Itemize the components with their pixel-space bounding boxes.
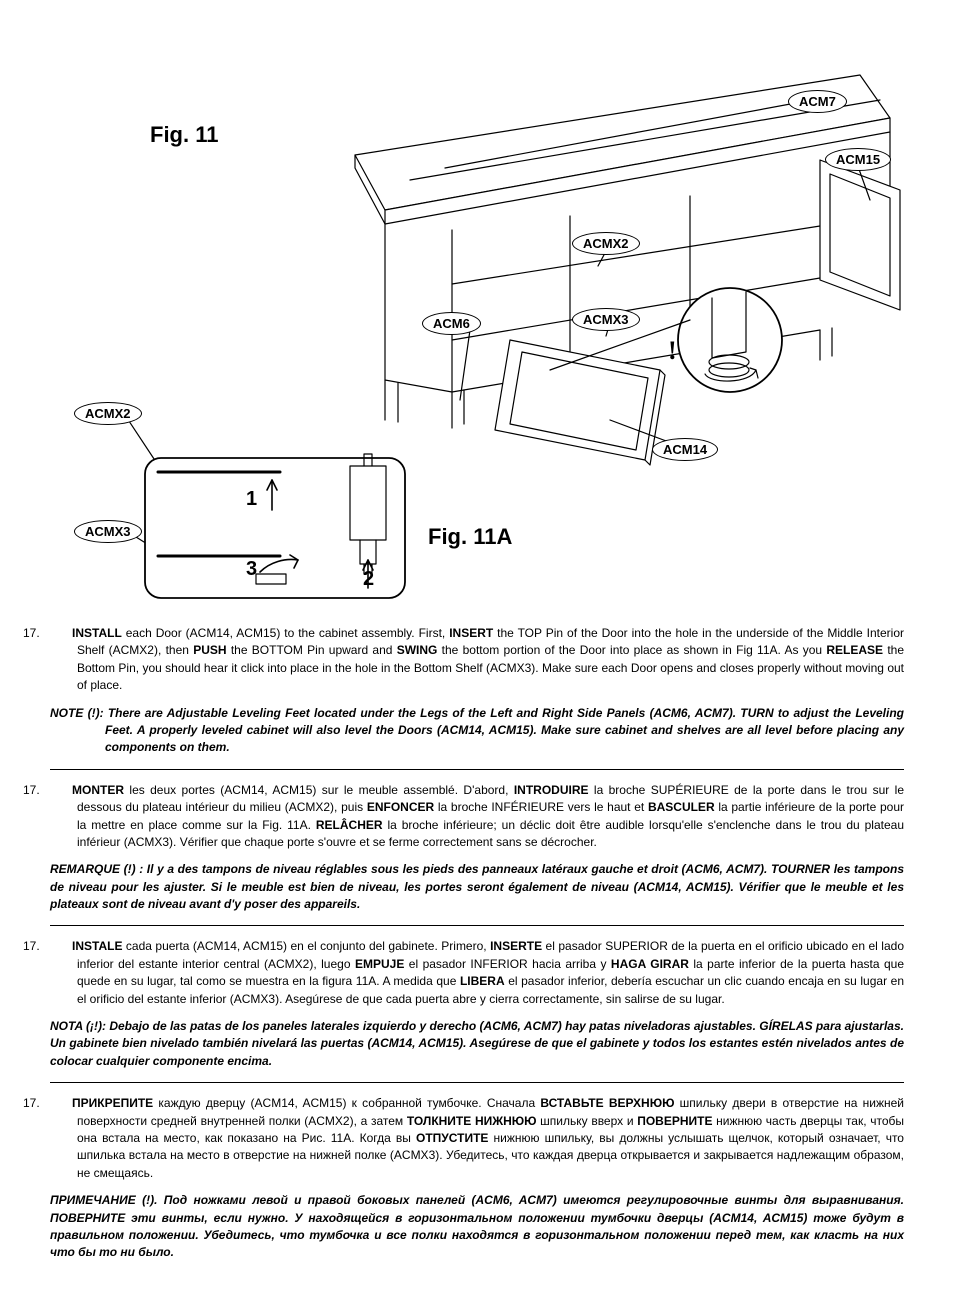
ru-bold-4: ПОВЕРНИТЕ [637,1114,712,1128]
ru-bold-2: ВСТАВЬТЕ ВЕРХНЮЮ [540,1096,674,1110]
step-number-ru: 17. [50,1095,72,1112]
en-t4: the bottom portion of the Door into plac… [437,643,826,657]
callout-acmx2a: ACMX2 [572,232,640,255]
instruction-es: 17.INSTALE cada puerta (ACM14, ACM15) en… [50,938,904,1008]
instruction-ru: 17.ПРИКРЕПИТЕ каждую дверцу (ACM14, ACM1… [50,1095,904,1182]
fr-t3: la broche INFÉRIEURE vers le haut et [434,800,648,814]
note-ru: ПРИМЕЧАНИЕ (!). Под ножками левой и прав… [50,1192,904,1262]
fr-bold-1: MONTER [72,783,124,797]
divider-3 [50,1082,904,1083]
en-bold-swing: SWING [397,643,438,657]
step-number-en: 17. [50,625,72,642]
page: Fig. 11 Fig. 11A ACM7 ACM15 ACMX2 ACMX3 … [0,0,954,1312]
note-es: NOTA (¡!): Debajo de las patas de los pa… [50,1018,904,1070]
note-fr-text: REMARQUE (!) : Il y a des tampons de niv… [50,861,904,913]
figure-title-sub: Fig. 11A [428,524,512,550]
es-bold-5: LIBERA [460,974,505,988]
divider-2 [50,925,904,926]
callout-acm14: ACM14 [652,438,718,461]
es-bold-1: INSTALE [72,939,122,953]
instruction-en: 17.INSTALL each Door (ACM14, ACM15) to t… [50,625,904,695]
en-t3: the BOTTOM Pin upward and [227,643,397,657]
step-3: 3 [246,558,257,581]
ru-t1: каждую дверцу (ACM14, ACM15) к собранной… [153,1096,540,1110]
divider-1 [50,769,904,770]
es-bold-3: EMPUJE [355,957,404,971]
en-bold-push: PUSH [193,643,226,657]
callout-acm7: ACM7 [788,90,847,113]
callout-acmx2b: ACMX2 [74,402,142,425]
note-es-text: NOTA (¡!): Debajo de las patas de los pa… [50,1018,904,1070]
assembly-diagram: Fig. 11 Fig. 11A ACM7 ACM15 ACMX2 ACMX3 … [50,40,904,600]
step-2: 2 [363,568,374,591]
callout-acmx3a: ACMX3 [572,308,640,331]
note-ru-text: ПРИМЕЧАНИЕ (!). Под ножками левой и прав… [50,1192,904,1262]
en-t1: each Door (ACM14, ACM15) to the cabinet … [122,626,449,640]
en-bold-insert: INSERT [449,626,493,640]
en-bold-install: INSTALL [72,626,122,640]
step-number-fr: 17. [50,782,72,799]
ru-bold-3: ТОЛКНИТЕ НИЖНЮЮ [407,1114,537,1128]
fr-bold-5: RELÂCHER [316,818,383,832]
ru-bold-1: ПРИКРЕПИТЕ [72,1096,153,1110]
callout-acmx3b: ACMX3 [74,520,142,543]
ru-bold-5: ОТПУСТИТЕ [416,1131,488,1145]
callout-acm15: ACM15 [825,148,891,171]
note-en: NOTE (!): There are Adjustable Leveling … [50,705,904,757]
instruction-fr: 17.MONTER les deux portes (ACM14, ACM15)… [50,782,904,852]
fr-t1: les deux portes (ACM14, ACM15) sur le me… [124,783,514,797]
en-bold-release: RELEASE [826,643,883,657]
fr-bold-3: ENFONCER [367,800,434,814]
note-en-text: NOTE (!): There are Adjustable Leveling … [50,705,904,757]
step-number-es: 17. [50,938,72,955]
es-t1: cada puerta (ACM14, ACM15) en el conjunt… [122,939,490,953]
es-bold-2: INSERTE [490,939,542,953]
fr-bold-4: BASCULER [648,800,715,814]
step-1: 1 [246,488,257,511]
figure-title-main: Fig. 11 [150,122,218,148]
callout-acm6: ACM6 [422,312,481,335]
ru-t3: шпильку вверх и [537,1114,638,1128]
fr-bold-2: INTRODUIRE [514,783,589,797]
es-bold-4: HAGA GIRAR [611,957,689,971]
note-fr: REMARQUE (!) : Il y a des tampons de niv… [50,861,904,913]
es-t3: el pasador INFERIOR hacia arriba y [404,957,611,971]
attention-icon: ! [668,336,677,366]
